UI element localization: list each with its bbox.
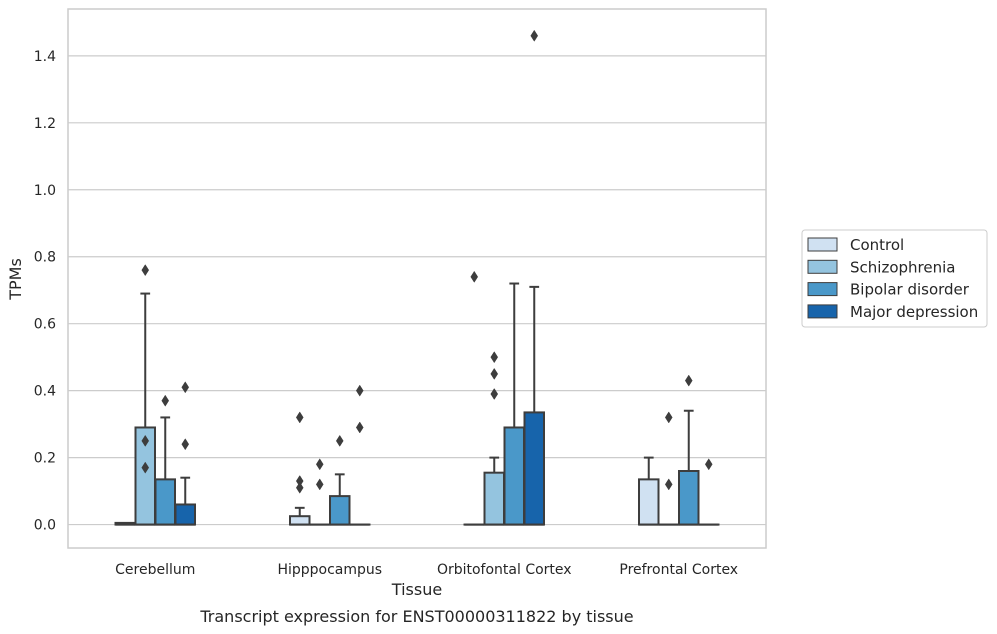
x-tick-label: Hipppocampus (277, 562, 382, 578)
box-iqr (154, 478, 176, 526)
outlier-point (470, 270, 479, 283)
y-tick-label: 0.6 (34, 317, 56, 333)
y-tick-label: 1.2 (34, 116, 56, 132)
legend-label: Bipolar disorder (850, 281, 970, 299)
box-iqr (523, 411, 545, 526)
outlier-point (141, 264, 150, 277)
box-bipolar-disorder (678, 374, 700, 526)
outlier-point (490, 367, 499, 380)
y-tick-label: 0.2 (34, 451, 56, 467)
legend-swatch (807, 237, 838, 252)
y-tick-label: 0.4 (34, 384, 56, 400)
box-iqr (638, 478, 660, 526)
legend-label: Control (850, 236, 904, 254)
legend-label: Major depression (850, 303, 978, 321)
outlier-point (664, 411, 673, 424)
x-tick-labels: Cerebellum Hipppocampus Orbitofontal Corte… (115, 562, 738, 578)
box-schizophrenia (658, 411, 680, 526)
outlier-point (704, 458, 713, 471)
legend-swatch (807, 282, 838, 297)
box-major-depression (523, 29, 545, 526)
x-axis-title: Tissue (391, 580, 442, 599)
outlier-point (684, 374, 693, 387)
x-tick-label: Prefrontal Cortex (619, 562, 738, 578)
outlier-point (315, 478, 324, 491)
outlier-point (141, 461, 150, 474)
plot-area-frame (67, 8, 767, 549)
outlier-point (141, 434, 150, 447)
outlier-point (295, 411, 304, 424)
legend-swatch (807, 304, 838, 319)
box-major-depression (349, 384, 371, 526)
outlier-point (295, 481, 304, 494)
outlier-point (490, 388, 499, 400)
outlier-point (664, 478, 673, 491)
box-iqr (678, 470, 700, 526)
grid-lines (68, 55, 766, 526)
box-control (638, 456, 660, 526)
outlier-point (355, 421, 364, 434)
outlier-point (315, 458, 324, 471)
box-iqr (329, 495, 351, 526)
outlier-point (530, 29, 539, 42)
legend-swatch (807, 259, 838, 274)
outlier-point (161, 394, 170, 407)
box-iqr (174, 503, 196, 526)
y-tick-label: 0.8 (34, 250, 56, 266)
box-bipolar-disorder (503, 282, 525, 526)
outlier-point (181, 438, 190, 451)
box-control (463, 270, 485, 526)
x-tick-label: Cerebellum (115, 562, 195, 578)
y-tick-label: 1.0 (34, 183, 56, 199)
box-major-depression (698, 458, 720, 526)
box-iqr (483, 471, 505, 526)
x-tick-label: Orbitofontal Cortex (437, 562, 572, 578)
y-tick-label: 1.4 (34, 49, 56, 65)
legend: Control Schizophrenia Bipolar disorder Majo… (801, 229, 988, 328)
y-axis-title: TPMs (6, 258, 25, 301)
y-tick-label: 0.0 (34, 518, 56, 534)
box-iqr (503, 426, 525, 526)
box-layer (114, 29, 720, 526)
outlier-point (355, 384, 364, 397)
outlier-point (181, 381, 190, 394)
box-schizophrenia (483, 351, 505, 526)
outlier-point (490, 351, 499, 364)
box-iqr (289, 515, 311, 526)
legend-label: Schizophrenia (850, 258, 955, 276)
y-tick-labels: 0.0 0.2 0.4 0.6 0.8 1.0 1.2 1.4 (34, 49, 56, 534)
box-schizophrenia (134, 264, 156, 526)
box-control (289, 411, 311, 526)
chart-caption: Transcript expression for ENST0000031182… (199, 607, 633, 626)
box-control (114, 521, 136, 526)
box-bipolar-disorder (329, 434, 351, 526)
legend-frame (801, 229, 988, 328)
box-bipolar-disorder (154, 394, 176, 526)
box-major-depression (174, 381, 196, 526)
box-schizophrenia (309, 458, 331, 526)
outlier-point (335, 434, 344, 447)
